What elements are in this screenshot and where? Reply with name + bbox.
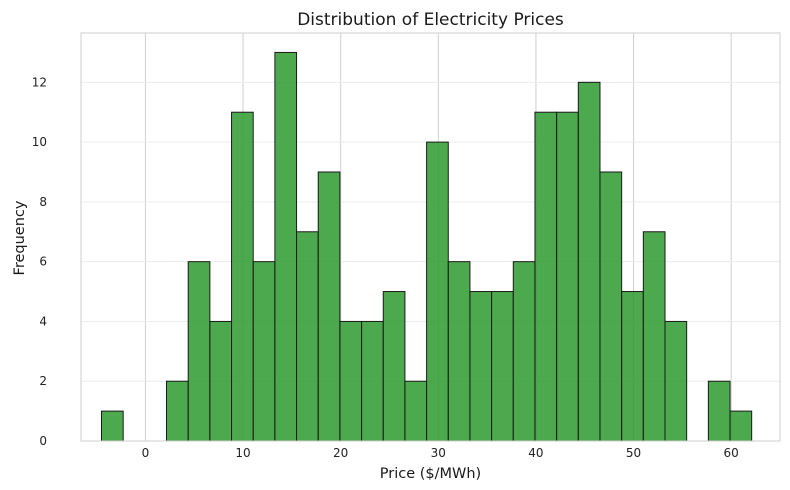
x-tick-label: 20 [333,446,348,460]
histogram-bar [101,410,124,442]
y-tick-label: 0 [39,434,47,448]
histogram-bar [404,380,428,442]
histogram-bar [664,320,688,442]
x-tick-label: 30 [431,446,446,460]
y-tick-label: 10 [32,135,47,149]
histogram-bar [729,410,753,442]
histogram-bar [426,141,449,442]
histogram-bar [187,261,211,442]
y-tick-label: 6 [39,255,47,269]
histogram-bar [252,261,276,442]
histogram-bar [274,51,298,442]
histogram-bar [642,231,666,442]
y-axis-label: Frequency [12,200,28,275]
y-tick-label: 2 [39,374,47,388]
histogram-bar [447,261,471,442]
histogram-bar [209,320,233,442]
histogram-bar [469,291,493,442]
histogram-bar [621,291,644,442]
histogram-bar [707,380,731,442]
x-tick-label: 60 [724,446,739,460]
histogram-bar [231,111,254,442]
x-tick-label: 0 [142,446,150,460]
histogram-bar [382,291,406,442]
chart-title: Distribution of Electricity Prices [297,10,564,30]
x-axis-label: Price ($/MWh) [380,466,481,482]
histogram-bar [556,111,579,442]
bars [101,51,753,442]
x-tick-label: 50 [626,446,641,460]
histogram-bar [166,380,189,442]
histogram-bar [599,171,623,442]
histogram-bar [361,320,384,442]
x-tick-labels: 0 10 20 30 40 50 60 [142,446,739,460]
histogram-bar [512,261,536,442]
y-tick-labels: 0 2 4 6 8 10 12 [32,75,47,448]
histogram-bar [317,171,341,442]
histogram-bar [534,111,558,442]
histogram-bar [339,320,363,442]
x-tick-label: 40 [528,446,543,460]
y-tick-label: 12 [32,75,47,89]
x-tick-label: 10 [235,446,250,460]
plot-frame [80,32,781,442]
y-tick-label: 8 [39,195,47,209]
histogram-bar [491,291,514,442]
histogram-bar [296,231,319,442]
histogram-bar [577,81,601,442]
y-tick-label: 4 [39,314,47,328]
